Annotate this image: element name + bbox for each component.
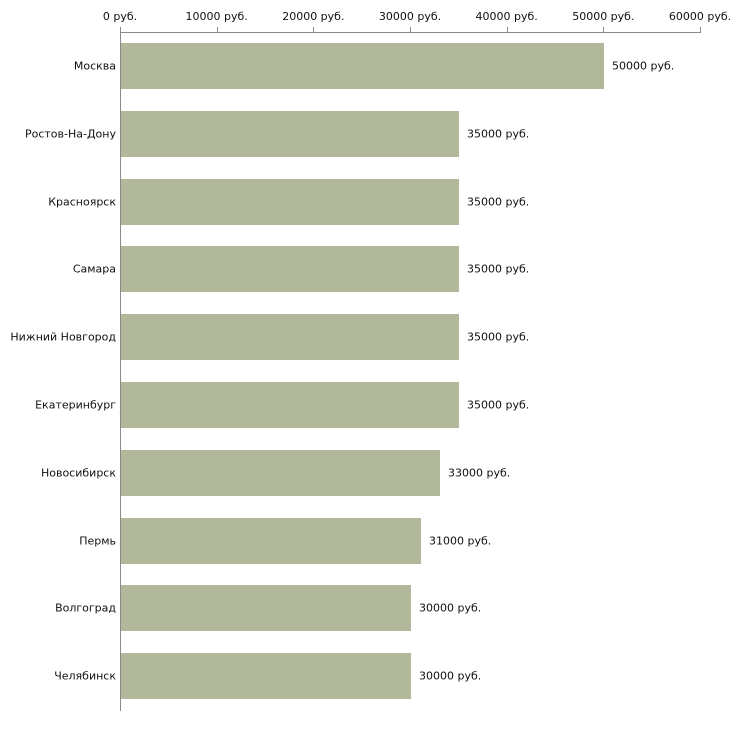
category-label: Красноярск	[48, 195, 116, 208]
bar	[121, 314, 459, 361]
category-label: Екатеринбург	[35, 398, 116, 412]
bar	[121, 246, 459, 293]
bar	[121, 110, 459, 157]
x-tick-label: 50000 руб.	[572, 10, 635, 23]
category-label: Москва	[73, 59, 116, 73]
x-tick-mark	[506, 27, 508, 32]
value-label: 35000 руб.	[467, 195, 530, 208]
value-label: 35000 руб.	[467, 330, 530, 344]
x-tick-mark	[313, 27, 315, 32]
value-label: 35000 руб.	[467, 398, 530, 412]
category-label: Пермь	[79, 534, 116, 547]
x-tick-mark	[216, 27, 218, 32]
value-label: 35000 руб.	[467, 127, 530, 141]
bar	[121, 449, 440, 496]
value-label: 31000 руб.	[429, 534, 492, 547]
bar	[121, 178, 459, 225]
category-label: Нижний Новгород	[10, 330, 116, 344]
value-label: 33000 руб.	[448, 466, 511, 480]
x-tick-label: 30000 руб.	[378, 10, 442, 23]
x-tick-label: 0 руб.	[102, 10, 138, 23]
bar	[121, 585, 411, 632]
category-label: Волгоград	[55, 601, 116, 615]
category-label: Ростов-На-Дону	[24, 127, 116, 141]
y-axis-line	[120, 32, 121, 711]
category-label: Самара	[72, 262, 116, 276]
value-label: 35000 руб.	[467, 262, 530, 276]
bar	[121, 517, 421, 564]
x-tick-label: 60000 руб.	[668, 10, 730, 23]
x-axis-line	[120, 32, 701, 33]
category-label: Челябинск	[54, 669, 116, 683]
x-tick-mark	[120, 27, 121, 32]
category-label: Новосибирск	[40, 466, 116, 480]
bar	[121, 42, 604, 89]
x-tick-mark	[603, 27, 605, 32]
x-tick-label: 40000 руб.	[475, 10, 538, 23]
value-label: 30000 руб.	[419, 669, 482, 683]
x-tick-mark	[410, 27, 411, 32]
x-tick-mark	[700, 27, 701, 32]
bar	[121, 653, 411, 700]
value-label: 50000 руб.	[612, 59, 675, 73]
x-tick-label: 10000 руб.	[185, 10, 248, 23]
x-tick-label: 20000 руб.	[282, 10, 345, 23]
bar	[121, 381, 459, 428]
value-label: 30000 руб.	[419, 601, 482, 615]
